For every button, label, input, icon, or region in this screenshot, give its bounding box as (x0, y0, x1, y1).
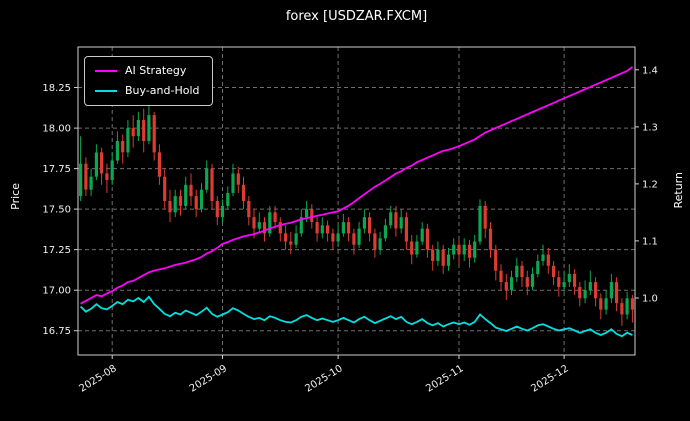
svg-text:2025-08: 2025-08 (78, 363, 119, 394)
svg-text:1.1: 1.1 (642, 236, 658, 247)
svg-text:1.0: 1.0 (642, 294, 658, 305)
svg-text:2025-09: 2025-09 (188, 363, 229, 394)
svg-text:2025-10: 2025-10 (303, 363, 344, 394)
legend: AI Strategy Buy-and-Hold (84, 56, 213, 106)
svg-text:2025-12: 2025-12 (529, 363, 570, 394)
buy-and-hold-line-sample (95, 89, 117, 92)
svg-text:16.75: 16.75 (42, 326, 71, 337)
svg-text:17.50: 17.50 (42, 205, 71, 216)
svg-text:18.25: 18.25 (42, 83, 71, 94)
legend-label-buy-and-hold: Buy-and-Hold (125, 84, 200, 97)
svg-text:17.75: 17.75 (42, 164, 71, 175)
chart-title: forex [USDZAR.FXCM] (285, 9, 428, 24)
svg-text:2025-11: 2025-11 (424, 363, 465, 394)
svg-text:1.2: 1.2 (642, 179, 658, 190)
svg-text:17.25: 17.25 (42, 245, 71, 256)
svg-text:1.3: 1.3 (642, 122, 658, 133)
legend-item-ai-strategy: AI Strategy (95, 64, 200, 77)
ai-strategy-line-sample (95, 69, 117, 72)
legend-item-buy-and-hold: Buy-and-Hold (95, 84, 200, 97)
legend-label-ai-strategy: AI Strategy (125, 64, 187, 77)
svg-text:1.4: 1.4 (642, 65, 658, 76)
svg-text:18.00: 18.00 (42, 124, 71, 135)
svg-text:17.00: 17.00 (42, 286, 71, 297)
